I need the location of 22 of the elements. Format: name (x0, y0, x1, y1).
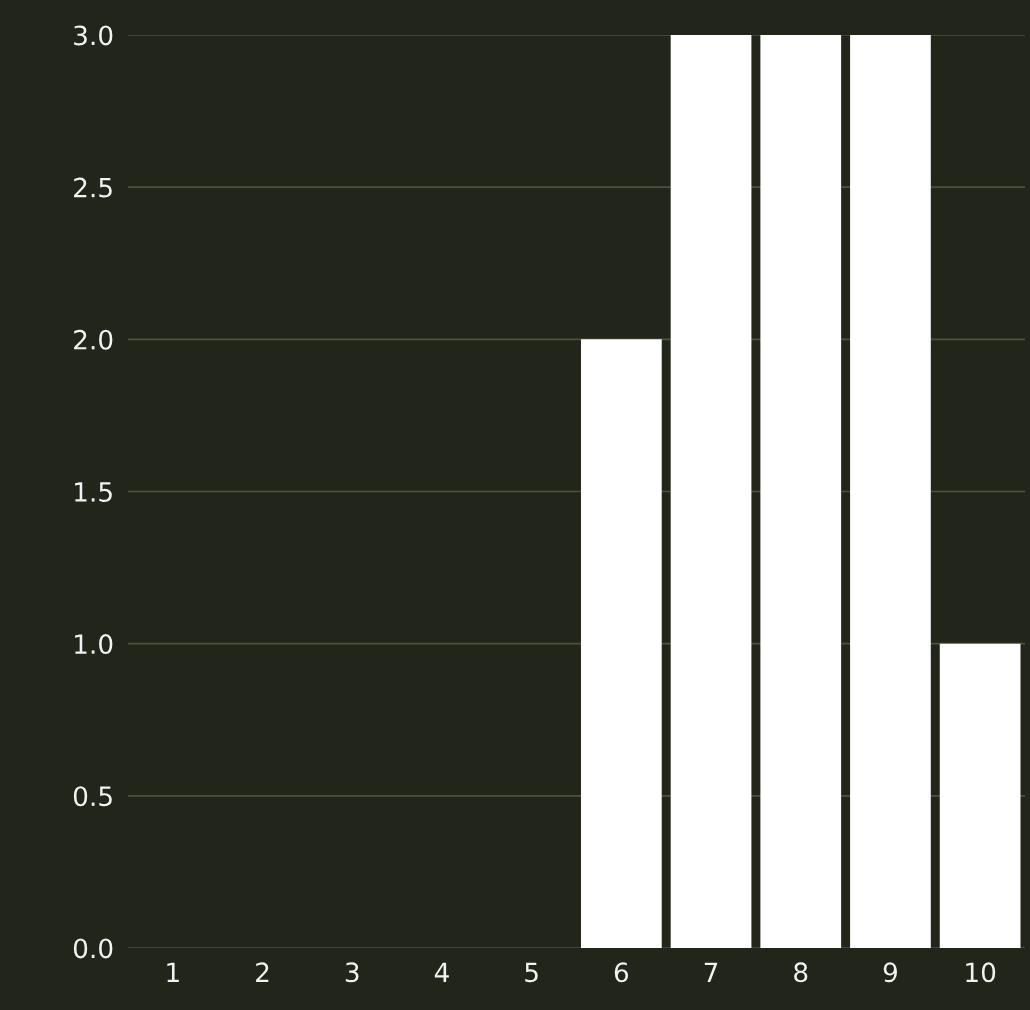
bar (580, 339, 662, 948)
x-tick-label: 8 (794, 962, 808, 983)
x-tick-label: 5 (525, 962, 538, 983)
y-tick-label: 1.0 (75, 634, 113, 655)
y-tick-label: 0.5 (73, 786, 112, 807)
y-tick-label: 2.0 (74, 329, 113, 350)
x-tick-label: 6 (614, 962, 629, 983)
x-tick-label: 3 (345, 962, 359, 983)
x-tick-label: 1 (167, 962, 179, 982)
x-tick-label: 9 (883, 962, 897, 983)
x-tick-label: 10 (966, 962, 996, 983)
x-tick-label: 7 (704, 962, 718, 982)
y-tick-label: 1.5 (75, 482, 112, 502)
x-tick-label: 4 (434, 962, 449, 982)
bar (760, 35, 842, 948)
bar (850, 35, 931, 948)
y-tick-label: 2.5 (74, 177, 112, 198)
y-tick-label: 3.0 (74, 25, 113, 46)
bar (939, 643, 1021, 948)
x-tick-label: 2 (256, 962, 269, 982)
y-tick-label: 0.0 (73, 938, 113, 959)
bar (670, 35, 752, 948)
